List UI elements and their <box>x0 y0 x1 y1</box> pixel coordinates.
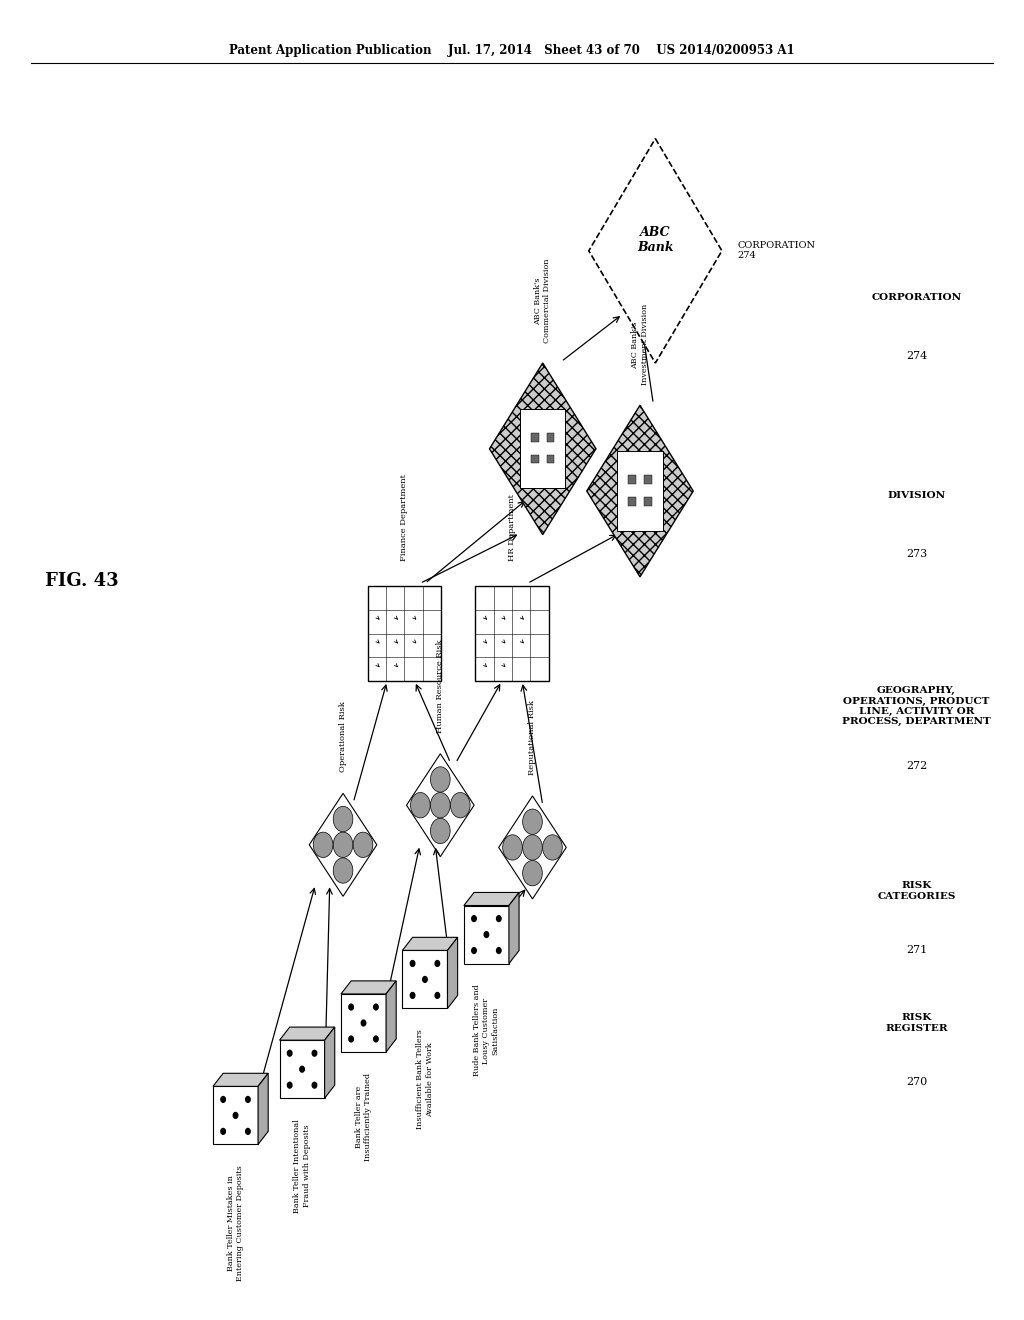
Circle shape <box>435 961 439 966</box>
Circle shape <box>430 792 451 818</box>
Text: 271: 271 <box>906 945 927 956</box>
Polygon shape <box>341 981 396 994</box>
Circle shape <box>374 1036 378 1041</box>
Circle shape <box>472 948 476 953</box>
Circle shape <box>522 861 543 886</box>
Text: CORPORATION
274: CORPORATION 274 <box>737 242 815 260</box>
Polygon shape <box>447 937 458 1008</box>
Text: Reputational Risk: Reputational Risk <box>528 700 537 775</box>
Bar <box>617 451 663 531</box>
Text: Bank Teller are
Insufficiently Trained: Bank Teller are Insufficiently Trained <box>355 1073 372 1162</box>
Polygon shape <box>464 892 519 906</box>
Text: Insufficient Bank Tellers
Available for Work: Insufficient Bank Tellers Available for … <box>417 1030 433 1130</box>
Circle shape <box>497 948 501 953</box>
Polygon shape <box>587 405 693 577</box>
Text: Rude Bank Tellers and
Lousy Customer
Satisfaction: Rude Bank Tellers and Lousy Customer Sat… <box>473 985 500 1077</box>
Bar <box>628 496 636 506</box>
Text: GEOGRAPHY,
OPERATIONS, PRODUCT
LINE, ACTIVITY OR
PROCESS, DEPARTMENT: GEOGRAPHY, OPERATIONS, PRODUCT LINE, ACT… <box>842 686 991 726</box>
Circle shape <box>503 834 522 861</box>
Circle shape <box>353 832 373 858</box>
Circle shape <box>221 1097 225 1102</box>
Circle shape <box>451 792 470 818</box>
Circle shape <box>361 1020 366 1026</box>
Circle shape <box>411 961 415 966</box>
Polygon shape <box>402 937 458 950</box>
Text: Human Resource Risk: Human Resource Risk <box>436 639 444 733</box>
Text: RISK
REGISTER: RISK REGISTER <box>885 1014 948 1032</box>
Bar <box>547 454 554 463</box>
Circle shape <box>423 977 427 982</box>
Circle shape <box>313 832 333 858</box>
Text: DIVISION: DIVISION <box>888 491 945 499</box>
Circle shape <box>411 792 430 818</box>
Circle shape <box>430 818 451 843</box>
Text: 272: 272 <box>906 760 927 771</box>
Bar <box>368 586 441 681</box>
Circle shape <box>374 1005 378 1010</box>
Text: Operational Risk: Operational Risk <box>339 701 347 772</box>
Circle shape <box>246 1129 250 1134</box>
Bar <box>475 586 549 681</box>
Text: Bank Teller Mistakes in
Entering Customer Deposits: Bank Teller Mistakes in Entering Custome… <box>227 1166 244 1282</box>
Text: ABC
Bank: ABC Bank <box>637 226 674 255</box>
Text: 274: 274 <box>906 351 927 362</box>
Bar <box>402 950 447 1008</box>
Bar <box>464 906 509 964</box>
Circle shape <box>435 993 439 998</box>
Bar <box>644 475 651 484</box>
Circle shape <box>333 807 353 832</box>
Circle shape <box>472 916 476 921</box>
Bar <box>530 454 539 463</box>
Circle shape <box>288 1082 292 1088</box>
Text: FIG. 43: FIG. 43 <box>45 572 119 590</box>
Text: 273: 273 <box>906 549 927 560</box>
Bar <box>341 994 386 1052</box>
Bar <box>628 475 636 484</box>
Circle shape <box>349 1036 353 1041</box>
Text: ABC Bank's
Investment Division: ABC Bank's Investment Division <box>632 304 648 385</box>
Circle shape <box>430 767 451 792</box>
Circle shape <box>288 1051 292 1056</box>
Circle shape <box>484 932 488 937</box>
Polygon shape <box>489 363 596 535</box>
Text: Finance Department: Finance Department <box>400 474 409 561</box>
Polygon shape <box>589 139 722 363</box>
Text: HR Department: HR Department <box>508 494 516 561</box>
Bar <box>213 1086 258 1144</box>
Text: 270: 270 <box>906 1077 927 1088</box>
Circle shape <box>522 809 543 834</box>
Circle shape <box>411 993 415 998</box>
Circle shape <box>312 1051 316 1056</box>
Circle shape <box>543 834 562 861</box>
Text: RISK
CATEGORIES: RISK CATEGORIES <box>878 882 955 900</box>
Circle shape <box>522 834 543 861</box>
Polygon shape <box>213 1073 268 1086</box>
Polygon shape <box>280 1027 335 1040</box>
Text: Patent Application Publication    Jul. 17, 2014   Sheet 43 of 70    US 2014/0200: Patent Application Publication Jul. 17, … <box>229 44 795 57</box>
Circle shape <box>300 1067 304 1072</box>
Polygon shape <box>258 1073 268 1144</box>
Circle shape <box>233 1113 238 1118</box>
Polygon shape <box>325 1027 335 1098</box>
Bar <box>530 433 539 442</box>
Bar <box>644 496 651 506</box>
Circle shape <box>349 1005 353 1010</box>
Circle shape <box>312 1082 316 1088</box>
Text: ABC Bank's
Commercial Division: ABC Bank's Commercial Division <box>535 259 551 343</box>
Circle shape <box>333 832 353 858</box>
Circle shape <box>497 916 501 921</box>
Circle shape <box>246 1097 250 1102</box>
Polygon shape <box>509 892 519 964</box>
Circle shape <box>333 858 353 883</box>
Text: CORPORATION: CORPORATION <box>871 293 962 301</box>
Circle shape <box>221 1129 225 1134</box>
Bar <box>520 409 565 488</box>
Bar <box>547 433 554 442</box>
Text: Bank Teller Intentional
Fraud with Deposits: Bank Teller Intentional Fraud with Depos… <box>294 1119 310 1213</box>
Bar <box>280 1040 325 1098</box>
Polygon shape <box>386 981 396 1052</box>
